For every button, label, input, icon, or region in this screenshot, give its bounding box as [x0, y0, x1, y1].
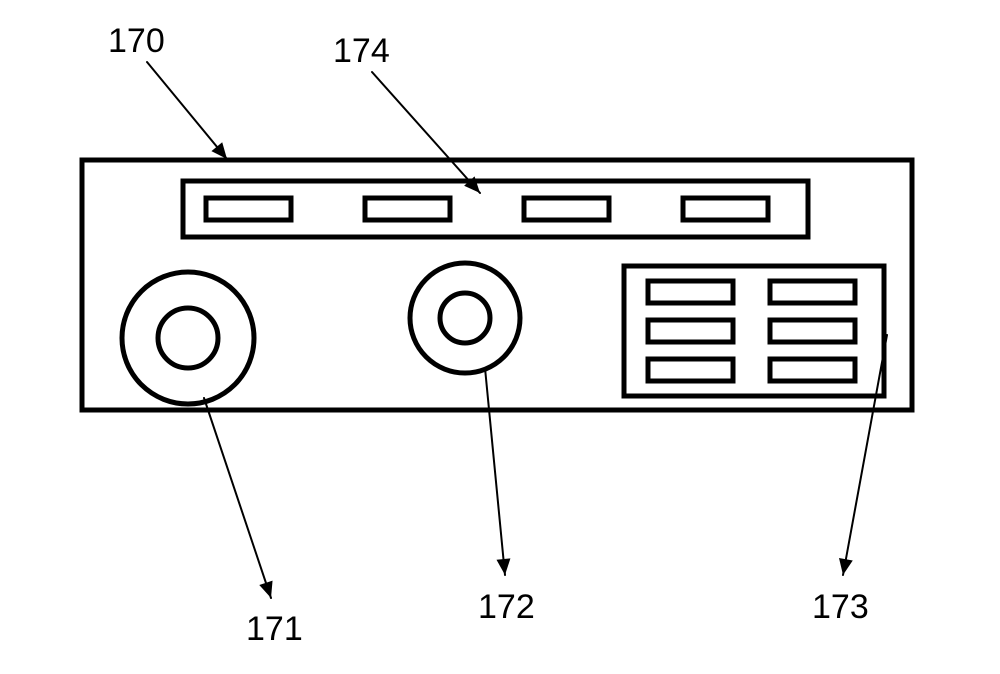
callout-arrow-172 — [496, 558, 510, 575]
callout-arrow-170 — [211, 142, 227, 159]
callout-arrow-171 — [259, 581, 272, 598]
knob-left-inner — [158, 308, 218, 368]
display-slot-1 — [365, 198, 450, 220]
callout-label-172: 172 — [478, 588, 535, 627]
callout-label-173: 173 — [812, 588, 869, 627]
callout-line-172 — [485, 368, 505, 575]
callout-line-170 — [147, 62, 227, 159]
callout-line-171 — [204, 398, 271, 598]
callout-label-170: 170 — [108, 22, 165, 61]
keypad-key-3 — [770, 320, 855, 342]
display-slot-0 — [206, 198, 291, 220]
display-slot-3 — [683, 198, 768, 220]
display-strip — [183, 181, 808, 237]
callout-arrow-173 — [839, 558, 853, 575]
callout-line-174 — [372, 72, 480, 193]
keypad-outline — [624, 266, 884, 396]
knob-left-outer — [122, 272, 254, 404]
callout-label-174: 174 — [333, 32, 390, 71]
keypad-key-0 — [648, 281, 733, 303]
keypad-key-5 — [770, 359, 855, 381]
callout-label-171: 171 — [246, 610, 303, 649]
diagram-svg — [0, 0, 1000, 674]
keypad-key-4 — [648, 359, 733, 381]
diagram-stage: 170 174 171 172 173 — [0, 0, 1000, 674]
knob-right-outer — [410, 263, 520, 373]
keypad-key-2 — [648, 320, 733, 342]
knob-right-inner — [440, 293, 490, 343]
display-slot-2 — [524, 198, 609, 220]
callout-line-173 — [843, 335, 887, 575]
keypad-key-1 — [770, 281, 855, 303]
